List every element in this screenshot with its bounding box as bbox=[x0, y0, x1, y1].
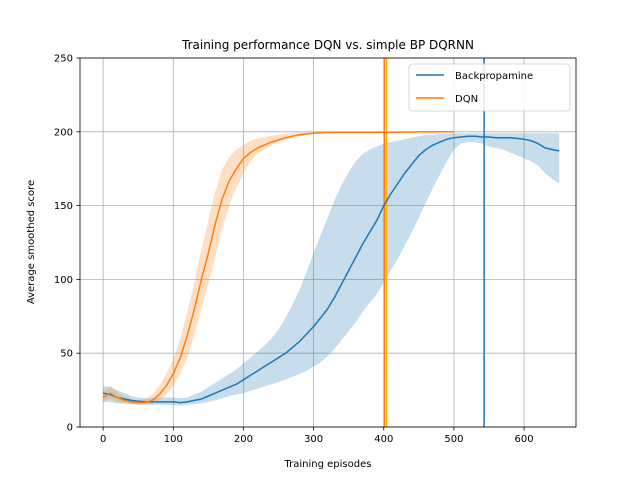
band-backpropamine bbox=[103, 133, 560, 406]
y-axis-label: Average smoothed score bbox=[26, 180, 37, 304]
x-tick-label-400: 400 bbox=[374, 434, 393, 445]
x-tick-label-600: 600 bbox=[515, 434, 534, 445]
band-dqn bbox=[103, 131, 454, 405]
x-tick-label-100: 100 bbox=[164, 434, 183, 445]
y-tick-label-100: 100 bbox=[54, 275, 73, 286]
vertical-markers bbox=[383, 58, 485, 427]
x-axis-label: Training episodes bbox=[284, 459, 372, 470]
x-tick-label-0: 0 bbox=[100, 434, 106, 445]
y-tick-label-150: 150 bbox=[54, 201, 73, 212]
legend-label-backpropamine: Backpropamine bbox=[455, 71, 533, 82]
plot-frame bbox=[79, 57, 577, 428]
y-tick-label-50: 50 bbox=[60, 349, 73, 360]
y-tick-label-250: 250 bbox=[54, 54, 73, 65]
x-tick-label-500: 500 bbox=[444, 434, 463, 445]
legend-box bbox=[408, 63, 571, 112]
chart-title: Training performance DQN vs. simple BP D… bbox=[181, 38, 474, 52]
line-backpropamine bbox=[103, 135, 560, 404]
x-tick-label-300: 300 bbox=[304, 434, 323, 445]
y-tick-label-0: 0 bbox=[67, 423, 73, 434]
legend: Backpropamine DQN bbox=[408, 63, 571, 112]
legend-label-dqn: DQN bbox=[455, 94, 478, 105]
y-tick-label-200: 200 bbox=[54, 127, 73, 138]
line-dqn bbox=[102, 131, 454, 404]
x-axis-ticks: 0 100 200 300 400 500 600 bbox=[100, 427, 534, 445]
confidence-bands bbox=[103, 131, 560, 406]
y-axis-ticks: 0 50 100 150 200 250 bbox=[54, 54, 80, 434]
x-tick-label-200: 200 bbox=[234, 434, 253, 445]
series-lines bbox=[102, 131, 560, 404]
